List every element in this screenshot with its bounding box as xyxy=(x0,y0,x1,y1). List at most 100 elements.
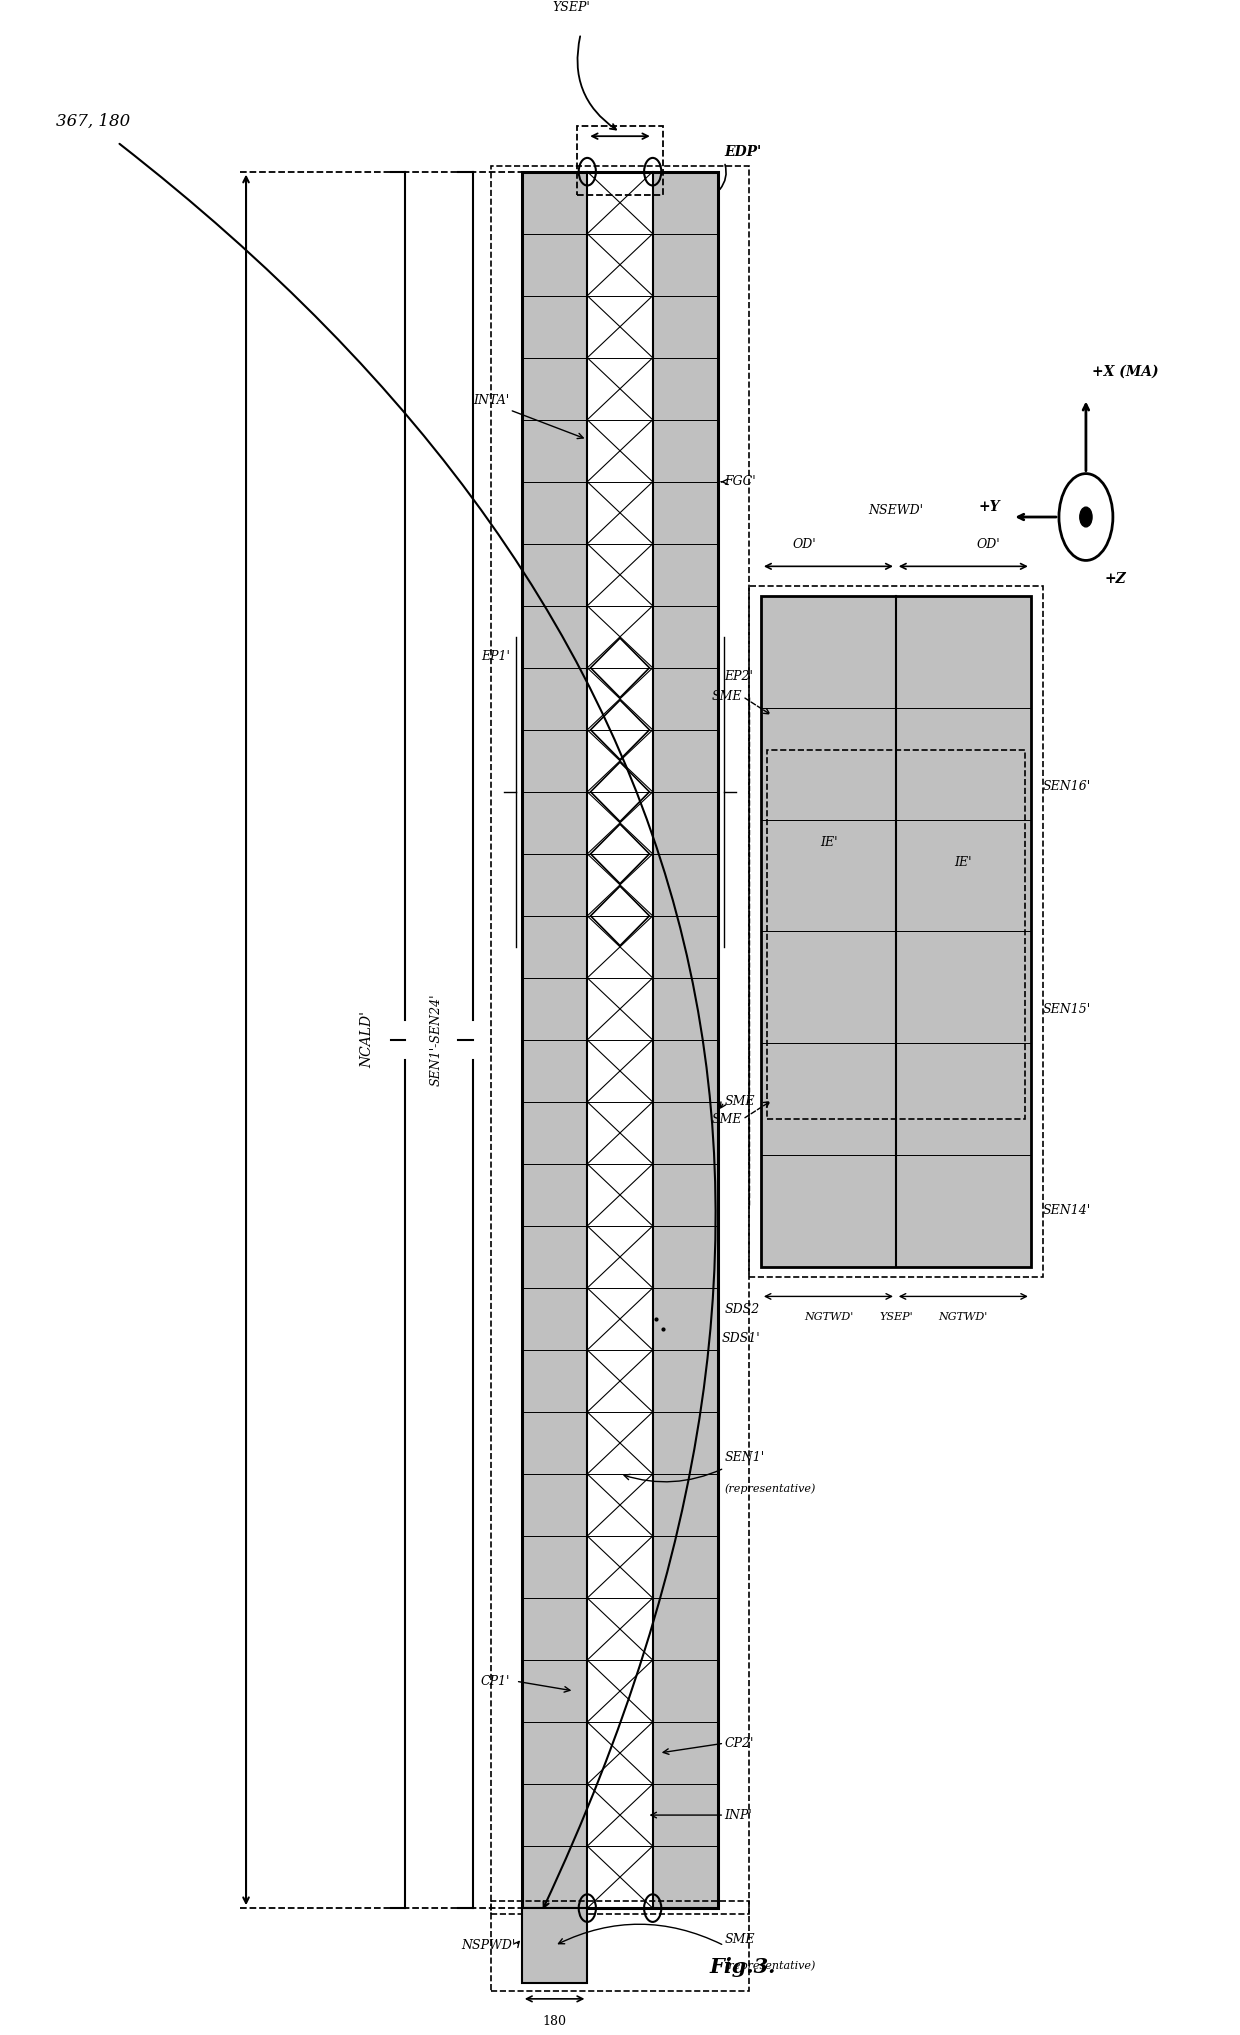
Bar xyxy=(588,1040,652,1101)
Bar xyxy=(652,543,718,606)
Text: SDS1': SDS1' xyxy=(722,1333,760,1345)
Text: SME: SME xyxy=(712,690,743,702)
Bar xyxy=(522,171,588,234)
Bar xyxy=(761,596,895,708)
Circle shape xyxy=(1080,507,1092,527)
Bar xyxy=(588,1101,652,1164)
Bar xyxy=(522,1785,588,1846)
Bar xyxy=(652,1722,718,1785)
Text: SEN15': SEN15' xyxy=(1043,1003,1091,1015)
Bar xyxy=(588,1661,652,1722)
Bar xyxy=(588,1846,652,1909)
Bar xyxy=(588,979,652,1040)
Bar xyxy=(761,708,895,820)
Bar xyxy=(652,419,718,482)
Bar xyxy=(895,1044,1030,1156)
Bar xyxy=(588,1785,652,1846)
Text: SME: SME xyxy=(724,1933,755,1945)
Text: 367, 180: 367, 180 xyxy=(56,112,130,130)
Bar xyxy=(761,1156,895,1268)
Text: FGC': FGC' xyxy=(724,476,756,488)
Bar xyxy=(588,792,652,855)
Text: YSEP': YSEP' xyxy=(879,1313,913,1323)
Bar xyxy=(652,1846,718,1909)
Text: IE': IE' xyxy=(955,855,972,869)
Bar xyxy=(895,820,1030,932)
Bar xyxy=(652,1597,718,1661)
Bar xyxy=(522,731,588,792)
Bar xyxy=(761,932,895,1044)
Text: OD': OD' xyxy=(976,537,999,551)
Bar xyxy=(522,1288,588,1349)
Text: CP1': CP1' xyxy=(480,1675,510,1687)
Text: Fig.3.: Fig.3. xyxy=(709,1958,776,1978)
Text: NSEWD': NSEWD' xyxy=(868,505,924,517)
Bar xyxy=(522,1349,588,1412)
Bar xyxy=(895,1156,1030,1268)
Bar xyxy=(522,916,588,979)
Bar xyxy=(895,932,1030,1044)
Bar xyxy=(588,543,652,606)
Bar xyxy=(522,358,588,419)
Bar xyxy=(522,1597,588,1661)
Text: SEN1': SEN1' xyxy=(724,1451,764,1463)
Bar xyxy=(522,1473,588,1536)
Bar xyxy=(588,1288,652,1349)
Bar xyxy=(588,1473,652,1536)
Bar xyxy=(749,586,1043,1276)
Bar xyxy=(652,482,718,543)
Bar xyxy=(588,667,652,731)
Text: +X (MA): +X (MA) xyxy=(1092,364,1158,379)
Bar xyxy=(588,234,652,295)
Text: SDS2: SDS2 xyxy=(724,1302,759,1315)
Bar xyxy=(522,419,588,482)
Text: SEN14': SEN14' xyxy=(1043,1205,1091,1217)
Bar xyxy=(895,708,1030,820)
Bar xyxy=(522,1164,588,1225)
Bar xyxy=(652,792,718,855)
Bar xyxy=(522,1661,588,1722)
Bar xyxy=(652,1473,718,1536)
Bar xyxy=(652,1661,718,1722)
Bar xyxy=(588,1722,652,1785)
Bar xyxy=(522,234,588,295)
Bar xyxy=(522,543,588,606)
Bar xyxy=(761,820,895,932)
Text: INTA': INTA' xyxy=(474,393,510,407)
Bar xyxy=(588,419,652,482)
Bar xyxy=(652,979,718,1040)
Bar xyxy=(522,1909,588,1982)
Bar xyxy=(588,1597,652,1661)
Bar xyxy=(588,171,652,234)
Bar xyxy=(768,751,1024,1119)
Bar xyxy=(652,1536,718,1597)
Bar xyxy=(652,1164,718,1225)
Bar xyxy=(578,126,662,195)
Bar xyxy=(895,596,1030,708)
Bar xyxy=(652,916,718,979)
Bar xyxy=(522,606,588,667)
Bar xyxy=(652,1785,718,1846)
Text: OD': OD' xyxy=(792,537,816,551)
Bar xyxy=(522,1536,588,1597)
Bar xyxy=(588,606,652,667)
Bar xyxy=(588,1225,652,1288)
Bar xyxy=(522,482,588,543)
Bar xyxy=(588,1412,652,1473)
Bar xyxy=(588,855,652,916)
Text: +Z: +Z xyxy=(1105,572,1126,586)
Text: 180: 180 xyxy=(543,2015,567,2027)
Bar xyxy=(588,358,652,419)
Bar xyxy=(652,1225,718,1288)
Bar xyxy=(588,1536,652,1597)
Bar xyxy=(652,1040,718,1101)
Bar xyxy=(522,1722,588,1785)
Bar xyxy=(522,1101,588,1164)
Bar xyxy=(522,855,588,916)
Bar xyxy=(588,295,652,358)
Text: IE': IE' xyxy=(820,836,837,849)
Bar xyxy=(652,234,718,295)
Text: NGTWD': NGTWD' xyxy=(939,1313,988,1323)
Bar xyxy=(652,171,718,234)
Text: YSEP': YSEP' xyxy=(552,0,590,14)
